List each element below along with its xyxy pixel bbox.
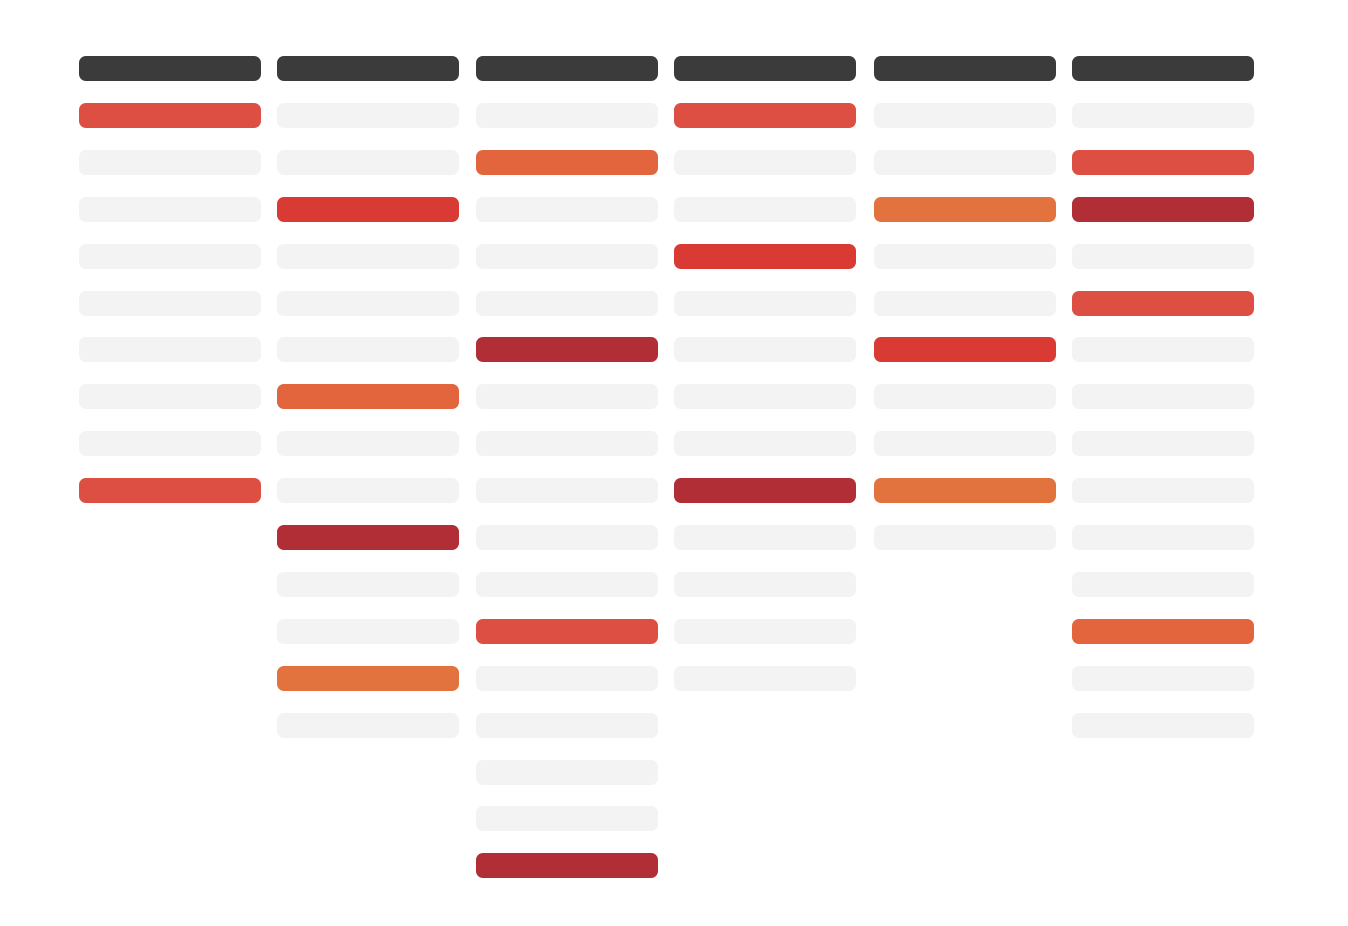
col-3-empty-cell: [476, 666, 658, 691]
col-5-empty-cell: [874, 431, 1056, 456]
col-3-empty-cell: [476, 806, 658, 831]
col-5-red-cell: [874, 337, 1056, 362]
col-5-empty-cell: [874, 291, 1056, 316]
col-6-dark-red-cell: [1072, 197, 1254, 222]
col-2-empty-cell: [277, 337, 459, 362]
col-3-coral-cell: [476, 619, 658, 644]
col-5-header-bar: [874, 56, 1056, 81]
col-1-empty-cell: [79, 244, 261, 269]
col-1-coral-cell: [79, 103, 261, 128]
col-4-empty-cell: [674, 619, 856, 644]
col-5-light-orange-cell: [874, 478, 1056, 503]
col-5-empty-cell: [874, 384, 1056, 409]
col-2-empty-cell: [277, 619, 459, 644]
col-6-orange-cell: [1072, 619, 1254, 644]
col-3-empty-cell: [476, 572, 658, 597]
col-3-empty-cell: [476, 713, 658, 738]
col-3-dark-red-cell: [476, 337, 658, 362]
col-2-empty-cell: [277, 713, 459, 738]
col-6-coral-cell: [1072, 291, 1254, 316]
col-2-header-bar: [277, 56, 459, 81]
col-5-empty-cell: [874, 525, 1056, 550]
col-1-coral-cell: [79, 478, 261, 503]
col-2-orange-cell: [277, 384, 459, 409]
col-6-empty-cell: [1072, 478, 1254, 503]
col-3-header-bar: [476, 56, 658, 81]
col-6-empty-cell: [1072, 337, 1254, 362]
col-5-empty-cell: [874, 150, 1056, 175]
col-4-empty-cell: [674, 291, 856, 316]
col-6-empty-cell: [1072, 525, 1254, 550]
col-3-empty-cell: [476, 478, 658, 503]
col-2-dark-red-cell: [277, 525, 459, 550]
col-1-empty-cell: [79, 197, 261, 222]
col-2-empty-cell: [277, 572, 459, 597]
col-6-empty-cell: [1072, 572, 1254, 597]
col-3-empty-cell: [476, 384, 658, 409]
col-4-dark-red-cell: [674, 478, 856, 503]
col-3-empty-cell: [476, 525, 658, 550]
col-3-empty-cell: [476, 197, 658, 222]
col-1-empty-cell: [79, 291, 261, 316]
col-2-empty-cell: [277, 478, 459, 503]
col-4-empty-cell: [674, 384, 856, 409]
col-6-empty-cell: [1072, 244, 1254, 269]
col-4-red-cell: [674, 244, 856, 269]
col-6-empty-cell: [1072, 384, 1254, 409]
col-4-empty-cell: [674, 431, 856, 456]
col-3-empty-cell: [476, 244, 658, 269]
col-6-empty-cell: [1072, 666, 1254, 691]
col-1-empty-cell: [79, 384, 261, 409]
col-6-header-bar: [1072, 56, 1254, 81]
col-3-orange-cell: [476, 150, 658, 175]
col-2-empty-cell: [277, 150, 459, 175]
col-1-header-bar: [79, 56, 261, 81]
col-5-empty-cell: [874, 244, 1056, 269]
col-3-empty-cell: [476, 103, 658, 128]
col-2-empty-cell: [277, 291, 459, 316]
col-1-empty-cell: [79, 337, 261, 362]
col-4-empty-cell: [674, 197, 856, 222]
col-1-empty-cell: [79, 431, 261, 456]
col-2-light-orange-cell: [277, 666, 459, 691]
col-4-empty-cell: [674, 572, 856, 597]
col-4-coral-cell: [674, 103, 856, 128]
col-4-empty-cell: [674, 525, 856, 550]
col-2-empty-cell: [277, 431, 459, 456]
col-2-red-cell: [277, 197, 459, 222]
col-4-empty-cell: [674, 337, 856, 362]
col-3-empty-cell: [476, 760, 658, 785]
col-4-empty-cell: [674, 150, 856, 175]
col-4-header-bar: [674, 56, 856, 81]
col-5-empty-cell: [874, 103, 1056, 128]
col-5-light-orange-cell: [874, 197, 1056, 222]
col-6-empty-cell: [1072, 713, 1254, 738]
col-6-coral-cell: [1072, 150, 1254, 175]
col-4-empty-cell: [674, 666, 856, 691]
col-3-empty-cell: [476, 291, 658, 316]
col-1-empty-cell: [79, 150, 261, 175]
col-2-empty-cell: [277, 103, 459, 128]
col-2-empty-cell: [277, 244, 459, 269]
col-3-empty-cell: [476, 431, 658, 456]
col-6-empty-cell: [1072, 103, 1254, 128]
col-3-dark-red-cell: [476, 853, 658, 878]
col-6-empty-cell: [1072, 431, 1254, 456]
